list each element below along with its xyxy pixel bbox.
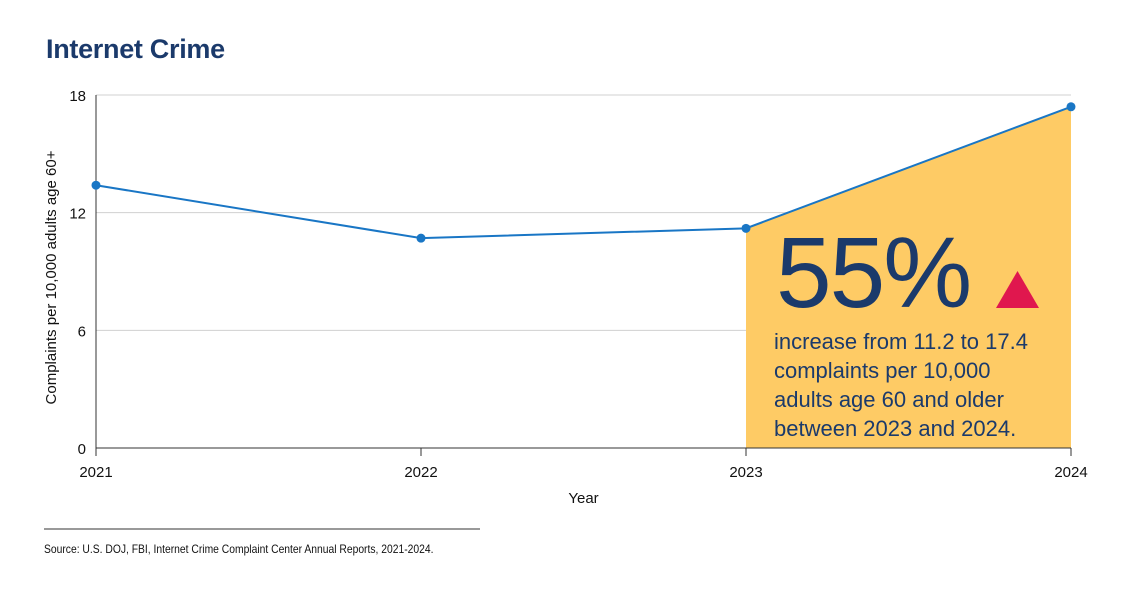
axis-labels: 0 6 12 18 2021 2022 2023 2024 Year Complaints per… <box>43 88 1088 530</box>
callout-percentage: 55% <box>776 217 970 329</box>
y-tick-label: 6 <box>78 323 86 340</box>
callout-description-line: between 2023 and 2024. <box>774 416 1016 441</box>
y-axis-label: Complaints per 10,000 adults age 60+ <box>43 150 60 404</box>
x-tick-label: 2024 <box>1054 464 1087 481</box>
data-point-2023 <box>741 223 751 233</box>
y-tick-label: 12 <box>69 206 86 223</box>
y-tick-label: 18 <box>69 88 86 105</box>
y-tick-label: 0 <box>78 441 86 458</box>
series-line <box>95 105 1072 240</box>
chart-title: Internet Crime <box>46 34 225 64</box>
highlight-area <box>746 106 1071 449</box>
x-tick-label: 2023 <box>729 464 762 481</box>
x-axis-label: Year <box>568 490 598 507</box>
callout-description-line: adults age 60 and older <box>774 387 1004 412</box>
increase-triangle-icon <box>996 271 1039 308</box>
x-tick-label: 2022 <box>404 464 437 481</box>
callout-description-line: increase from 11.2 to 17.4 <box>774 329 1028 354</box>
data-point-2021 <box>91 180 101 190</box>
x-tick-label: 2021 <box>79 464 112 481</box>
callout: 55%increase from 11.2 to 17.4 complaints … <box>774 217 1039 441</box>
highlight-area-layer <box>746 106 1071 449</box>
callout-description-line: complaints per 10,000 <box>774 358 990 383</box>
axes <box>95 95 1072 456</box>
data-point-2022 <box>416 233 426 243</box>
source-note: Source: U.S. DOJ, FBI, Internet Crime Co… <box>44 542 434 556</box>
data-points <box>91 102 1076 243</box>
series-line-layer <box>95 105 1072 240</box>
data-point-2024 <box>1066 102 1076 112</box>
